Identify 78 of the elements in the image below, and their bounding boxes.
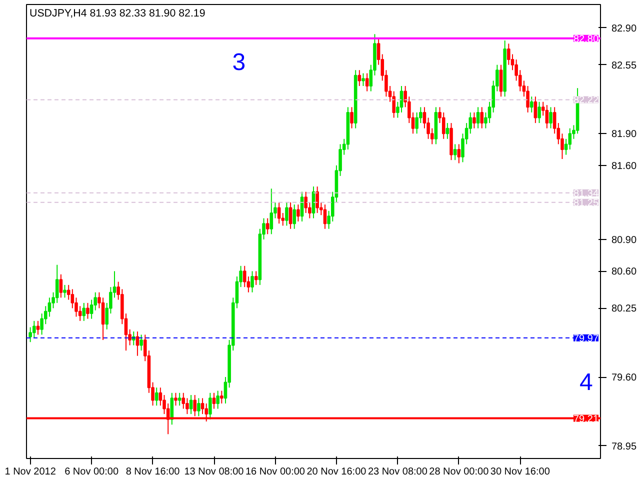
candlestick [446,122,450,140]
candlestick [208,392,212,420]
candlestick [140,334,143,352]
candlestick [545,104,549,129]
candlestick [212,392,216,410]
candlestick [178,392,182,406]
y-tick-label: 81.60 [612,160,637,172]
x-tick-label: 16 Nov 00:00 [245,466,306,478]
y-tick-label: 78.95 [612,441,637,452]
candlestick [59,274,63,298]
ref-line-label: 82.80 [573,34,599,45]
candlestick [350,106,354,129]
candlestick [285,202,288,226]
ref-line-label: 82.22 [573,95,599,106]
candlestick [296,204,300,222]
candlestick [476,106,480,129]
candlestick [90,299,94,320]
candlestick [78,306,82,322]
candlestick [358,70,362,86]
candlestick [48,297,52,318]
candlestick [189,394,193,415]
candlestick [453,144,457,161]
y-tick-label: 80.90 [612,234,637,246]
candlestick [472,112,476,129]
candlestick [457,144,461,164]
x-tick-label: 30 Nov 16:00 [490,466,550,478]
y-tick-label: 81.90 [612,129,637,140]
x-tick-label: 23 Nov 08:00 [368,466,428,478]
candlestick [323,204,327,230]
candlestick [549,106,552,129]
candlestick [534,96,538,124]
x-tick-label: 13 Nov 08:00 [184,466,244,478]
candlestick [101,297,105,340]
candlestick [480,106,484,129]
y-tick-label: 82.55 [612,60,637,72]
x-tick-label: 1 Nov 2012 [4,466,56,478]
x-tick-label: 20 Nov 16:00 [306,466,367,478]
annotation: 3 [232,48,246,76]
y-tick-label: 82.90 [612,23,637,34]
candlestick [216,390,220,410]
candlestick [538,101,541,124]
y-tick-label: 80.25 [612,304,637,315]
ref-line-label: 79.97 [573,333,599,344]
candlestick [362,72,365,86]
candlestick [82,302,86,322]
candlestick [174,392,178,406]
candlestick [136,331,140,356]
candlestick [66,284,70,300]
y-tick-label: 79.60 [612,372,637,384]
candlestick [316,186,319,214]
y-tick-label: 80.60 [612,266,637,278]
candlestick [254,270,258,286]
candlestick [154,387,158,406]
candlestick [266,218,270,235]
candlestick [270,188,274,235]
candlestick [250,270,254,293]
x-tick-label: 28 Nov 00:00 [429,466,490,478]
candlestick [365,72,369,92]
ref-line-label: 81.25 [573,198,599,209]
candlestick [277,202,281,224]
candlestick [499,64,503,98]
candlestick [86,302,90,320]
candlestick [288,202,292,230]
candlestick [36,320,40,336]
x-tick-label: 8 Nov 16:00 [126,466,180,478]
candlestick [292,204,296,230]
ref-line-label: 79.21 [573,414,599,425]
candlestick [32,320,36,338]
candlestick [530,96,534,113]
candlestick [200,398,204,415]
x-tick-label: 6 Nov 00:00 [64,466,119,478]
chart-title: USDJPY,H4 81.93 82.33 81.90 82.19 [30,8,206,20]
text: 4 [579,368,593,396]
candlestick [220,390,224,404]
candlestick [158,387,162,406]
ref-line-label: 81.34 [573,188,599,200]
candlestick [63,284,66,298]
candlestick [197,398,200,417]
